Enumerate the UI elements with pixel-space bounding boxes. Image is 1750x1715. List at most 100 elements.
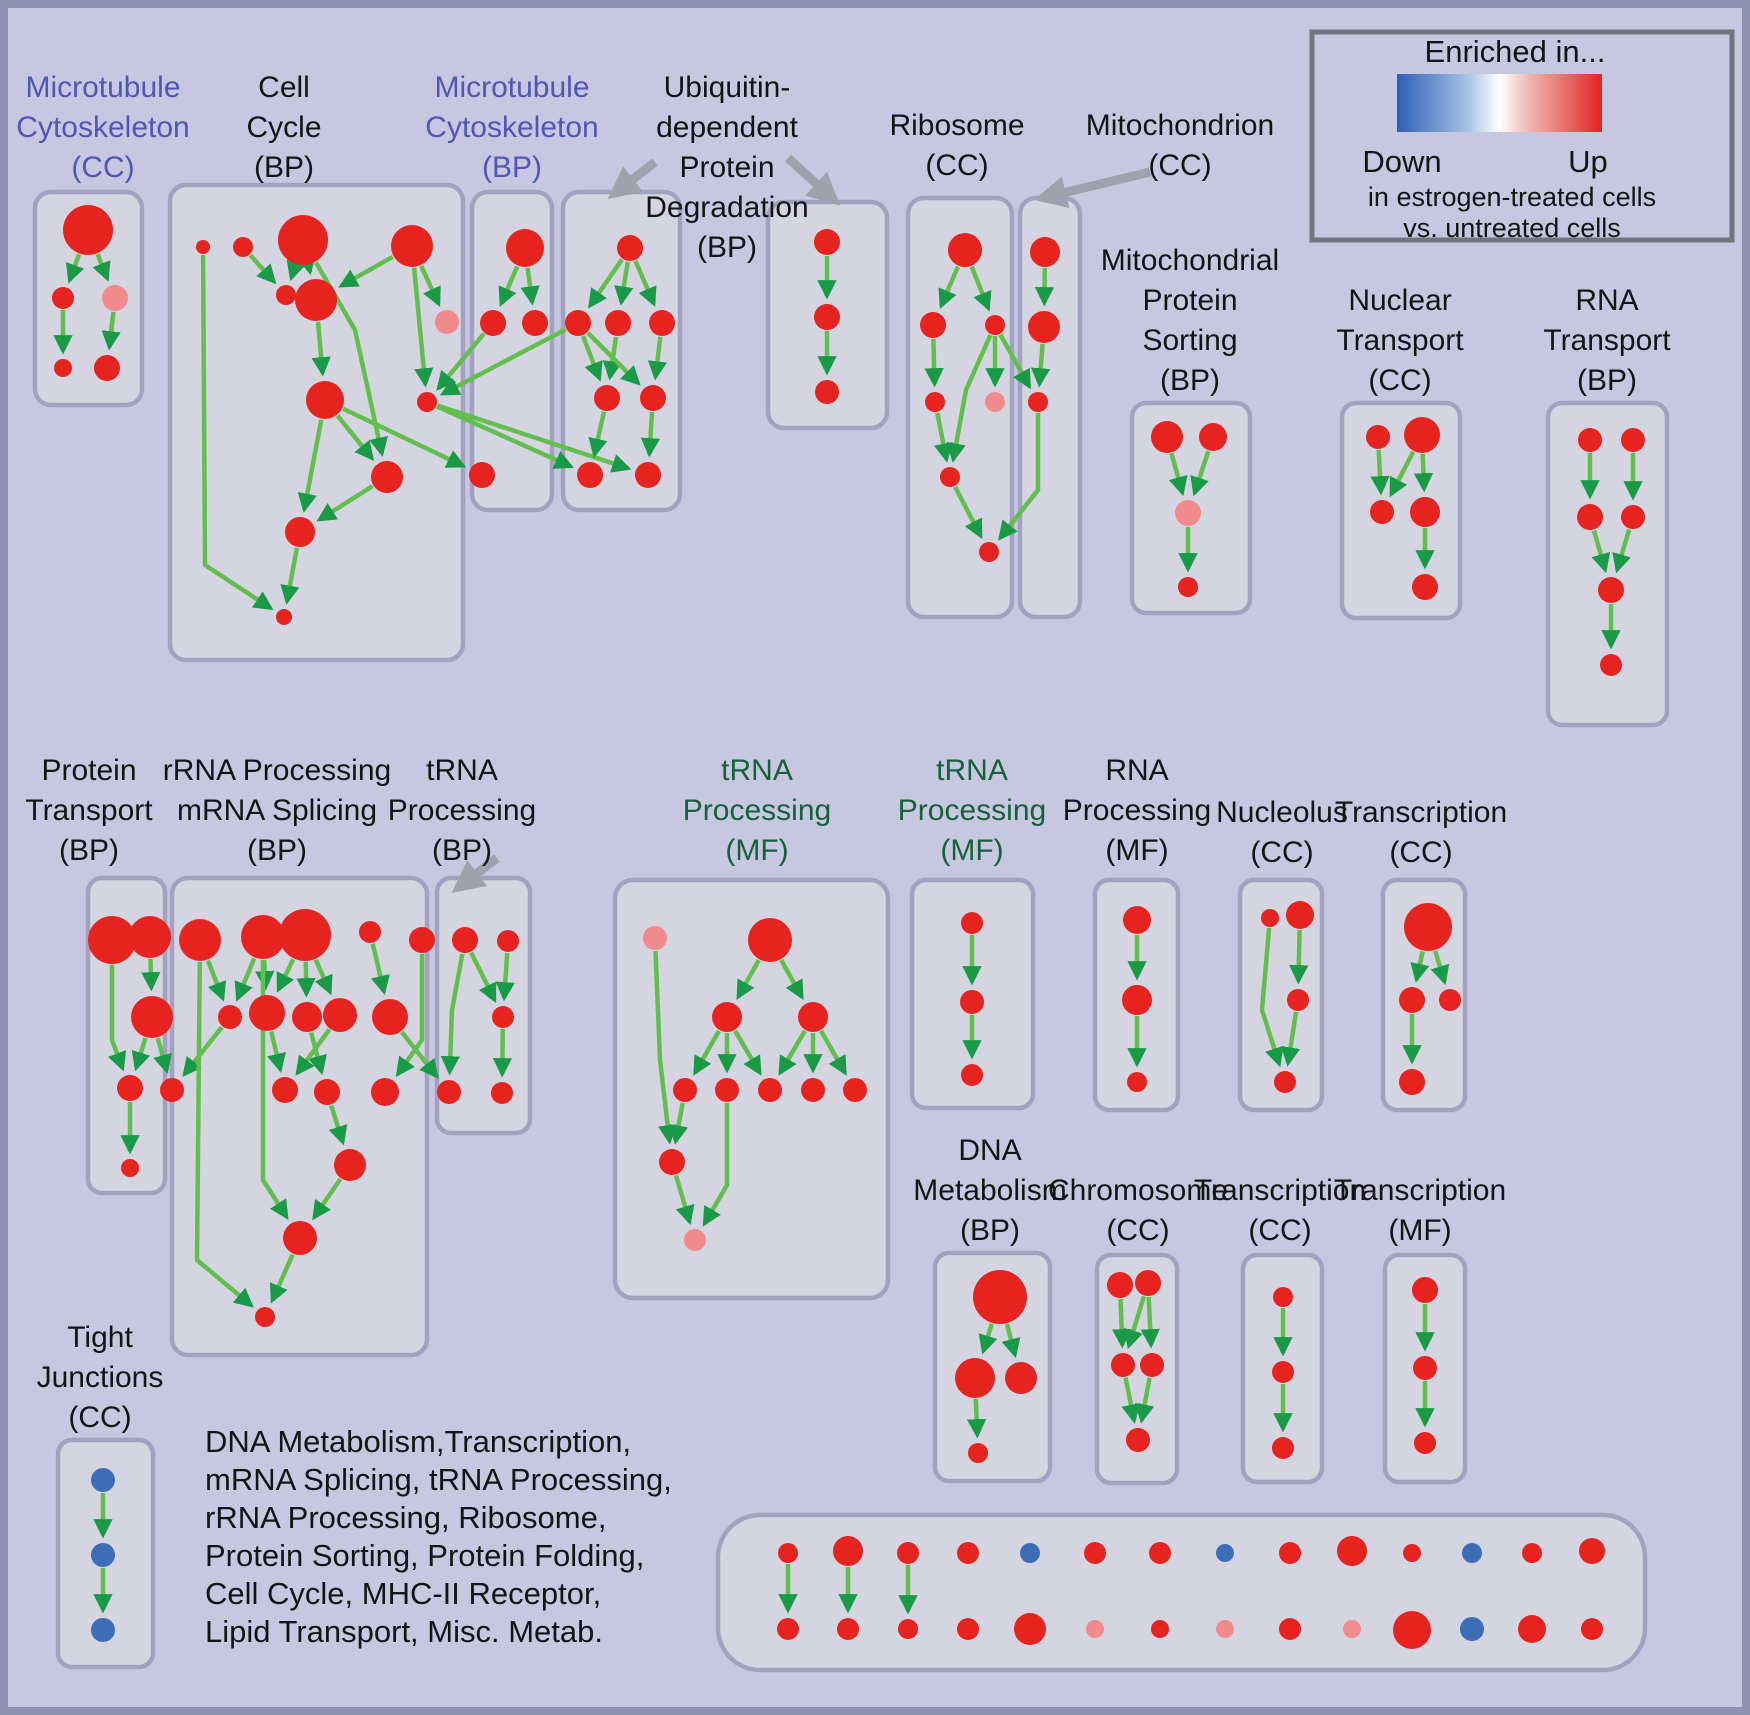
node-s2-red [1135, 1270, 1161, 1296]
group-box-rna-transport [1545, 400, 1670, 728]
node-p2-red [1286, 901, 1314, 929]
edge-b8-b11 [297, 419, 324, 513]
edge-m5-m10 [669, 1102, 689, 1145]
edge-k3-k8 [296, 961, 316, 998]
node-u2-red [1413, 1356, 1437, 1380]
node-v11b-red [1393, 1611, 1431, 1649]
node-a2-red [52, 287, 74, 309]
edge-b2-b5 [248, 253, 277, 285]
edge-l1-l4 [440, 953, 465, 1076]
legend-subtitle-1: in estrogen-treated cells [1368, 182, 1656, 212]
node-d5-red [594, 385, 620, 411]
edge-b4-b6 [338, 254, 394, 288]
edge-a1-a2 [65, 253, 85, 284]
node-a5-red [94, 355, 120, 381]
node-i5-red [1598, 577, 1624, 603]
node-n2-red [960, 990, 984, 1014]
node-l1-red [452, 927, 478, 953]
edge-a3-a5 [101, 311, 121, 351]
node-v3b-red [898, 1619, 918, 1639]
edge-k10-l4 [399, 1030, 439, 1080]
label-chromosome-cc: Chromosome (CC) [1048, 1174, 1228, 1247]
node-k12-red [272, 1077, 298, 1103]
edge-k6-k11 [182, 1025, 224, 1078]
node-b9-red [417, 392, 437, 412]
node-v14b-red [1581, 1618, 1603, 1640]
edge-d1-d3 [614, 261, 634, 306]
node-g3-pink [1175, 500, 1201, 526]
node-b7-pink [435, 310, 459, 334]
edge-m2-m4 [779, 959, 804, 1000]
node-b4-red [391, 225, 433, 267]
legend-up-label: Up [1568, 144, 1608, 179]
node-r2-red [955, 1358, 995, 1398]
node-v4b-red [957, 1618, 979, 1640]
node-d6-red [640, 385, 666, 411]
edge-b1-b12 [200, 254, 274, 611]
node-k13-red [314, 1079, 340, 1105]
node-i6-red [1600, 654, 1622, 676]
node-h3-red [1370, 500, 1394, 524]
node-c3-red [522, 310, 548, 336]
legend-title: Enriched in... [1425, 34, 1606, 69]
node-m3-red [712, 1002, 742, 1032]
edge-s3-s5 [1121, 1377, 1141, 1424]
label-trna-processing-mf-1: tRNA Processing (MF) [683, 754, 831, 867]
label-nuclear-transport-cc: Nuclear Transport (CC) [1336, 284, 1464, 397]
edge-h2-h4 [1413, 453, 1434, 493]
node-s1-red [1107, 1272, 1133, 1298]
node-b3-red [278, 215, 328, 265]
edge-k2-k6 [234, 957, 257, 1002]
label-rna-transport-bp: RNA Transport (BP) [1543, 284, 1671, 397]
node-a4-red [54, 359, 72, 377]
node-k5-red [409, 927, 435, 953]
edge-s2-s4 [1140, 1296, 1160, 1349]
node-e1-red [948, 233, 982, 267]
node-ch3-red [815, 380, 839, 404]
legend-subtitle-2: vs. untreated cells [1403, 213, 1621, 243]
node-p1-red [1261, 909, 1279, 927]
pointer-to-ubiquitin-box-2 [784, 154, 840, 206]
node-v2t-red [833, 1536, 863, 1566]
node-d7-red [577, 462, 603, 488]
edge-b8-c5 [342, 406, 467, 468]
node-e2-red [920, 312, 946, 338]
edge-k8-k13 [308, 1031, 327, 1076]
edge-b9-d8 [436, 403, 632, 473]
node-j2-red [129, 916, 171, 958]
node-t2-red [1272, 1361, 1294, 1383]
label-ribosome-cc: Ribosome (CC) [889, 109, 1024, 182]
node-b5-red [276, 285, 296, 305]
node-v3t-red [897, 1542, 919, 1564]
label-transcription-cc-1: Transcription (CC) [1335, 796, 1507, 869]
edge-m4-m9 [819, 1029, 847, 1076]
label-transcription-mf: Transcription (MF) [1334, 1174, 1506, 1247]
node-v1t-red [778, 1543, 798, 1563]
legend-gradient-bar [1397, 74, 1602, 132]
label-transcription-cc-2: Transcription (CC) [1194, 1174, 1366, 1247]
edge-s1-s3 [1112, 1298, 1132, 1349]
label-misc-cluster-list: DNA Metabolism,Transcription, mRNA Splici… [205, 1424, 672, 1649]
edge-j3-k11 [153, 1037, 172, 1075]
node-l3-red [492, 1006, 514, 1028]
node-k10-red [372, 999, 408, 1035]
node-d2-red [565, 310, 591, 336]
edge-j3-j4 [131, 1037, 151, 1072]
edge-a1-a3 [92, 253, 111, 282]
edge-m10-m11 [673, 1174, 695, 1226]
edge-m3-m7 [733, 1029, 762, 1076]
edge-b3-b6 [297, 254, 316, 276]
node-q1-red [1404, 903, 1452, 951]
node-v2b-red [837, 1618, 859, 1640]
node-l5-red [491, 1082, 513, 1104]
label-microtubule-cytoskeleton-bp: Microtubule Cytoskeleton (BP) [425, 71, 598, 184]
node-m5-red [673, 1078, 697, 1102]
edge-d2-d6 [586, 331, 641, 386]
edge-k15-k16 [312, 1177, 343, 1221]
edge-e6-e7 [953, 485, 983, 540]
pointer-to-mitochondrion-box [1034, 167, 1152, 209]
node-l4-red [437, 1080, 461, 1104]
edge-p1-p4 [1259, 927, 1284, 1068]
node-v8b-pink [1216, 1620, 1234, 1638]
